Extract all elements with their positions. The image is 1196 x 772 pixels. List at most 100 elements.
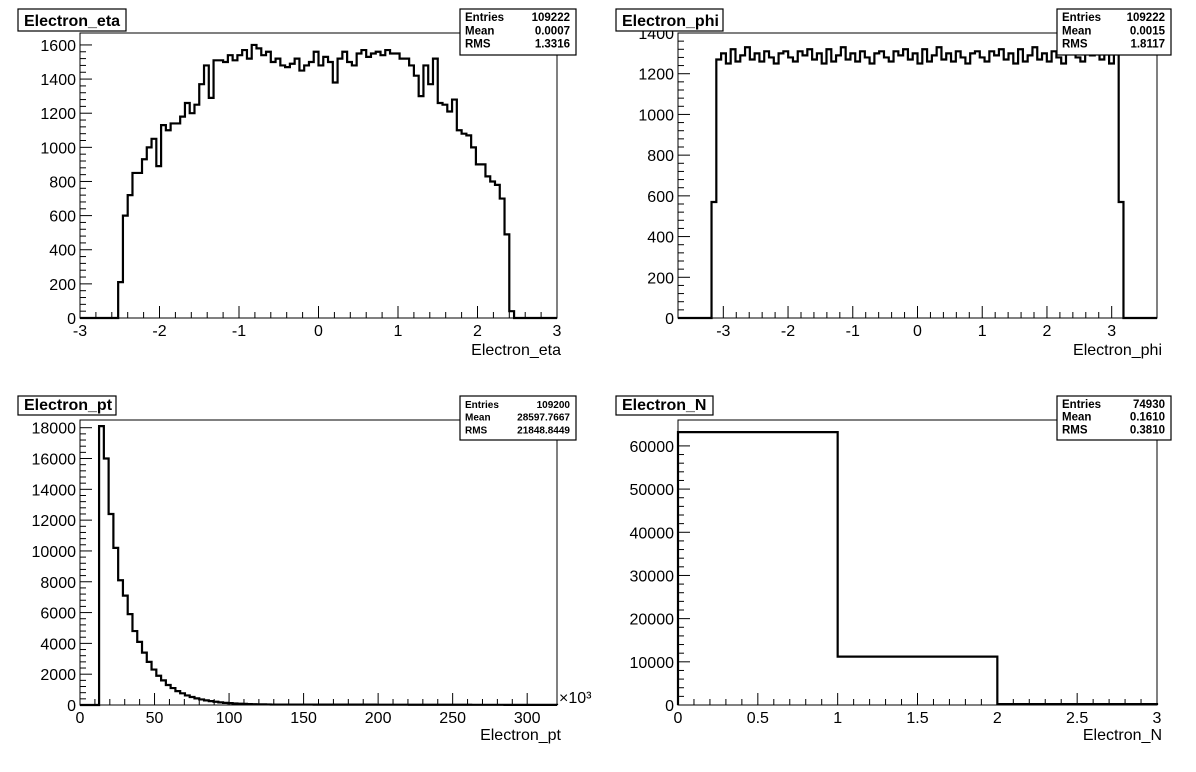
histogram-bin xyxy=(137,173,142,318)
y-tick-label: 18000 xyxy=(32,421,77,438)
histogram-panel-3: 0200040006000800010000120001400016000180… xyxy=(17,395,592,744)
y-tick-label: 600 xyxy=(647,189,674,206)
x-tick-label: 250 xyxy=(439,710,466,727)
histogram-bin xyxy=(476,164,481,318)
histogram-bin xyxy=(764,51,769,318)
histogram-bin xyxy=(147,147,152,318)
histogram-bin xyxy=(371,53,376,318)
histogram-bin xyxy=(803,55,808,318)
stats-value: 109222 xyxy=(532,12,570,24)
histogram-bin xyxy=(745,47,750,318)
histogram-bin xyxy=(961,57,966,318)
histogram-bin xyxy=(252,45,257,318)
x-tick-label: 3 xyxy=(1153,710,1162,727)
histogram-bin xyxy=(204,65,209,318)
histogram-bin xyxy=(970,53,975,318)
histogram-bin xyxy=(932,55,937,318)
chart-title: Electron_N xyxy=(622,397,706,414)
histogram-bin xyxy=(740,55,745,318)
histogram-bin xyxy=(1100,59,1105,318)
histogram-panel-1: 0 200 400 600 800 1000 1200 1400 1600 -3 -2 -1 0 1 2 3 E… xyxy=(17,8,577,359)
stats-label: Entries xyxy=(465,12,504,24)
title-box xyxy=(17,395,117,416)
histogram-bin xyxy=(285,67,290,318)
histogram-bin xyxy=(385,50,390,318)
stats-label: Entries xyxy=(1062,399,1101,411)
stats-value: 109200 xyxy=(537,400,571,411)
histogram-bin xyxy=(357,53,362,318)
histogram-bin xyxy=(1052,51,1057,318)
x-axis-label: Electron_phi xyxy=(1073,342,1162,359)
histogram-bin xyxy=(735,62,740,319)
histogram-bin xyxy=(180,117,185,318)
histogram-bin xyxy=(918,64,923,318)
histogram-bin xyxy=(1004,59,1009,318)
y-tick-label: 400 xyxy=(647,230,674,247)
histogram-series xyxy=(80,425,559,707)
histogram-bin xyxy=(338,59,343,318)
x-tick-label: 0.5 xyxy=(747,710,769,727)
histogram-bin xyxy=(769,57,774,318)
histogram-bin xyxy=(457,130,462,318)
histogram-bin xyxy=(807,49,812,318)
histogram-bin xyxy=(1061,64,1066,318)
histogram-bin xyxy=(908,59,913,318)
title-box xyxy=(615,395,714,416)
y-tick-label: 800 xyxy=(49,174,76,191)
histogram-bin xyxy=(1018,49,1023,318)
x-tick-label: 3 xyxy=(1107,323,1116,340)
histogram-bin xyxy=(774,64,779,318)
histogram-bin xyxy=(994,55,999,318)
histogram-bin xyxy=(965,64,970,318)
histogram-bin xyxy=(142,159,147,318)
chart-title: Electron_pt xyxy=(24,397,113,414)
y-tick-label: 1000 xyxy=(638,107,674,124)
histogram-bin xyxy=(266,52,271,318)
y-tick-label: 10000 xyxy=(630,655,675,672)
stats-label: Mean xyxy=(1062,412,1091,424)
histogram-bin xyxy=(171,123,176,318)
stats-label: RMS xyxy=(465,425,488,436)
title-box xyxy=(17,8,127,32)
x-tick-label: 1 xyxy=(978,323,987,340)
histogram-bin xyxy=(1076,57,1081,318)
y-tick-label: 1200 xyxy=(638,67,674,84)
histogram-bin xyxy=(395,53,400,318)
y-tick-label: 6000 xyxy=(40,606,76,623)
x-tick-label: 0 xyxy=(76,710,85,727)
histogram-bin xyxy=(1109,64,1114,318)
histogram-bins xyxy=(712,47,1124,318)
histogram-bin xyxy=(759,62,764,319)
y-tick-label: 1200 xyxy=(40,106,76,123)
x-tick-label: 0 xyxy=(314,323,323,340)
x-tick-label: 2 xyxy=(473,323,482,340)
y-tick-label: 0 xyxy=(665,311,674,328)
histogram-bin xyxy=(438,103,443,318)
stats-value: 0.1610 xyxy=(1130,412,1165,424)
histogram-bin xyxy=(256,48,261,318)
histogram-bin xyxy=(922,49,927,318)
histogram-bin xyxy=(419,96,424,318)
histogram-bin xyxy=(495,185,500,318)
histogram-bin xyxy=(481,164,486,318)
histogram-bin xyxy=(865,57,870,318)
y-tick-label: 50000 xyxy=(630,482,675,499)
stats-label: Mean xyxy=(465,25,494,37)
histogram-bin xyxy=(913,53,918,318)
histogram-bin xyxy=(726,64,731,318)
histogram-bin xyxy=(927,62,932,319)
x-tick-label: -2 xyxy=(781,323,795,340)
histogram-bin xyxy=(889,62,894,319)
stats-value: 0.3810 xyxy=(1130,424,1165,436)
histogram-bin xyxy=(870,64,875,318)
histogram-bin xyxy=(366,57,371,318)
histogram-bin xyxy=(822,64,827,318)
y-tick-label: 1600 xyxy=(40,38,76,55)
stats-label: Entries xyxy=(1062,12,1101,24)
histogram-bin xyxy=(381,55,386,318)
y-tick-label: 60000 xyxy=(630,439,675,456)
chart-title: Electron_phi xyxy=(622,13,719,30)
histogram-bin xyxy=(280,65,285,318)
histogram-bin xyxy=(228,55,233,318)
